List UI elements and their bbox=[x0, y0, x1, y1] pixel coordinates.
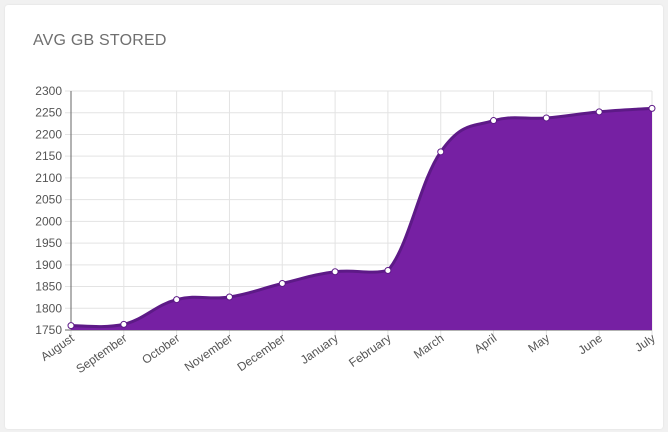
x-tick-label: May bbox=[525, 331, 552, 355]
y-tick-label: 2250 bbox=[35, 106, 62, 120]
x-tick-label: July bbox=[632, 331, 658, 355]
data-point bbox=[278, 280, 286, 288]
data-point bbox=[384, 266, 392, 274]
x-tick-label: June bbox=[576, 331, 606, 358]
data-point bbox=[595, 108, 603, 116]
data-points bbox=[67, 104, 656, 330]
area-series bbox=[70, 106, 653, 330]
y-tick-label: 1750 bbox=[35, 323, 62, 337]
data-point bbox=[331, 268, 339, 276]
y-tick-label: 1950 bbox=[35, 236, 62, 250]
y-axis-ticks: 1750 1800 1850 1900 1950 2000 2050 2100 2150 2200… bbox=[35, 84, 62, 337]
y-tick-label: 2200 bbox=[35, 127, 62, 141]
data-point bbox=[120, 320, 128, 328]
x-tick-label: November bbox=[182, 331, 235, 374]
y-tick-label: 2050 bbox=[35, 193, 62, 207]
y-tick-label: 1850 bbox=[35, 280, 62, 294]
y-tick-label: 1900 bbox=[35, 258, 62, 272]
x-tick-label: September bbox=[73, 331, 129, 376]
data-point bbox=[437, 148, 445, 156]
data-point bbox=[490, 117, 498, 125]
x-tick-label: December bbox=[235, 331, 288, 374]
x-tick-label: February bbox=[346, 331, 393, 370]
y-tick-label: 2300 bbox=[35, 84, 62, 98]
y-tick-label: 1800 bbox=[35, 301, 62, 315]
x-tick-label: March bbox=[411, 331, 446, 362]
y-tick-label: 2100 bbox=[35, 171, 62, 185]
data-point bbox=[67, 322, 75, 330]
y-tick-label: 2150 bbox=[35, 149, 62, 163]
data-point bbox=[648, 104, 656, 112]
area-fill bbox=[71, 108, 652, 330]
x-tick-label: January bbox=[298, 331, 341, 367]
y-tick-label: 2000 bbox=[35, 214, 62, 228]
x-tick-label: October bbox=[139, 331, 182, 367]
data-point bbox=[225, 293, 233, 301]
chart-title: AVG GB STORED bbox=[33, 32, 167, 49]
x-tick-label: April bbox=[472, 331, 500, 356]
data-point bbox=[173, 296, 181, 304]
data-point bbox=[542, 114, 550, 122]
